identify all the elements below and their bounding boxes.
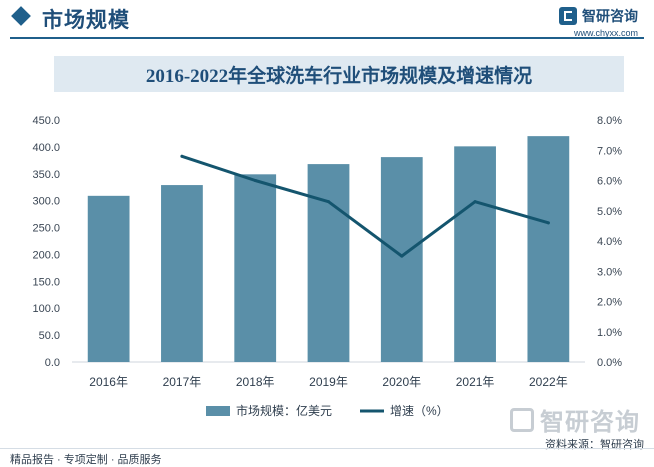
y-left-tick-label: 100.0 [32, 303, 60, 315]
y-right-tick-label: 5.0% [597, 206, 622, 218]
growth-point [253, 179, 257, 182]
bar [527, 136, 570, 362]
x-tick-label: 2017年 [163, 375, 202, 389]
growth-line [180, 154, 550, 258]
logo-icon [559, 7, 577, 25]
y-left-tick-label: 50.0 [39, 330, 60, 342]
y-left-tick-label: 300.0 [32, 196, 60, 208]
watermark-logo-icon [510, 407, 534, 432]
legend-bar-label: 市场规模：亿美元 [236, 403, 332, 418]
bar [161, 185, 203, 362]
y-right-tick-label: 2.0% [597, 297, 622, 309]
data-source: 资料来源：智研咨询 [545, 439, 644, 451]
x-tick-label: 2020年 [382, 375, 421, 389]
bar [87, 195, 130, 362]
growth-point [327, 200, 330, 204]
bar [380, 157, 423, 362]
header: 市场规模 智研咨询 www.chyxx.com [0, 0, 654, 42]
bar [454, 146, 496, 362]
y-left-tick-label: 450.0 [32, 115, 60, 127]
section-title: 市场规模 [42, 9, 130, 32]
y-left-tick-label: 200.0 [32, 249, 60, 261]
y-right-tick-label: 7.0% [597, 145, 622, 157]
header-divider [10, 37, 644, 39]
watermark-logo-text: 智研咨询 [540, 409, 640, 436]
logo-text: 智研咨询 [582, 8, 638, 24]
watermark-logo: 智研咨询 [510, 402, 640, 437]
y-left-tick-label: 350.0 [32, 169, 60, 181]
growth-point [400, 254, 404, 258]
y-left-tick-label: 400.0 [32, 142, 60, 154]
x-tick-label: 2016年 [89, 375, 128, 389]
x-tick-label: 2019年 [309, 375, 348, 389]
y-right-tick-label: 3.0% [597, 266, 622, 278]
brand-logo: 智研咨询 [559, 6, 638, 26]
footer-services: 精品报告 · 专项定制 · 品质服务 [10, 454, 162, 466]
x-tick-label: 2022年 [529, 375, 568, 389]
footer-divider [0, 448, 654, 449]
y-right-tick-label: 0.0% [597, 357, 622, 369]
legend-bar-swatch [206, 406, 230, 416]
y-left-tick-label: 250.0 [32, 223, 60, 235]
chart-title-box: 2016-2022年全球洗车行业市场规模及增速情况 [54, 56, 624, 92]
growth-point [180, 154, 184, 158]
y-right-tick-label: 8.0% [597, 115, 622, 127]
x-tick-label: 2021年 [456, 375, 495, 389]
y-right-tick-label: 6.0% [597, 176, 622, 188]
y-left-tick-label: 150.0 [32, 276, 60, 288]
y-right-tick-label: 4.0% [597, 236, 622, 248]
y-right-tick-label: 1.0% [597, 327, 622, 339]
x-tick-label: 2018年 [236, 375, 275, 389]
y-left-tick-label: 0.0 [45, 357, 60, 369]
site-url: www.chyxx.com [573, 28, 638, 38]
chart-title: 2016-2022年全球洗车行业市场规模及增速情况 [145, 65, 533, 87]
bar [307, 164, 350, 362]
growth-point [546, 221, 550, 225]
growth-point [473, 200, 477, 204]
legend-line-label: 增速（%） [390, 404, 449, 418]
bar [234, 174, 277, 362]
